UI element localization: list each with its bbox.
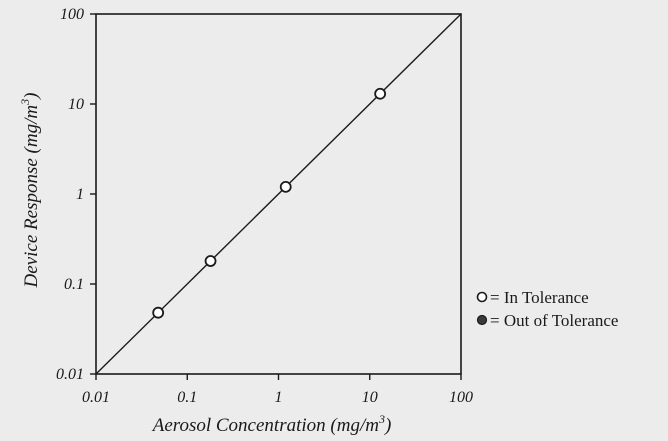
legend-in-tolerance-label: = In Tolerance xyxy=(490,288,589,307)
data-point-in-tolerance xyxy=(374,87,387,100)
x-tick-label: 10 xyxy=(362,389,378,406)
reference-line xyxy=(95,13,462,375)
ticks-layer: 0.01 0.1 1 10 100 0.01 0.1 1 10 100 xyxy=(56,6,473,406)
data-point-in-tolerance xyxy=(279,180,292,193)
x-tick-label: 0.1 xyxy=(177,389,197,406)
y-tick-label: 0.1 xyxy=(64,276,84,293)
y-tick-label: 0.01 xyxy=(56,366,84,383)
x-axis-title: Aerosol Concentration (mg/m3) xyxy=(151,412,392,436)
y-tick-label: 10 xyxy=(68,96,84,113)
legend-out-of-tolerance-label: = Out of Tolerance xyxy=(490,311,618,330)
reference-line-layer xyxy=(95,13,462,375)
x-tick-label: 1 xyxy=(275,389,283,406)
legend-out-of-tolerance-icon xyxy=(476,314,488,326)
points-layer xyxy=(152,87,387,319)
y-tick-label: 100 xyxy=(60,6,84,23)
data-point-in-tolerance xyxy=(152,306,165,319)
legend: = In Tolerance = Out of Tolerance xyxy=(476,288,618,330)
y-axis-title: Device Response (mg/m3) xyxy=(18,93,42,289)
x-tick-label: 100 xyxy=(449,389,473,406)
data-point-in-tolerance xyxy=(204,255,217,267)
y-tick-label: 1 xyxy=(76,186,84,203)
x-tick-label: 0.01 xyxy=(82,389,110,406)
legend-in-tolerance-icon xyxy=(476,291,488,303)
